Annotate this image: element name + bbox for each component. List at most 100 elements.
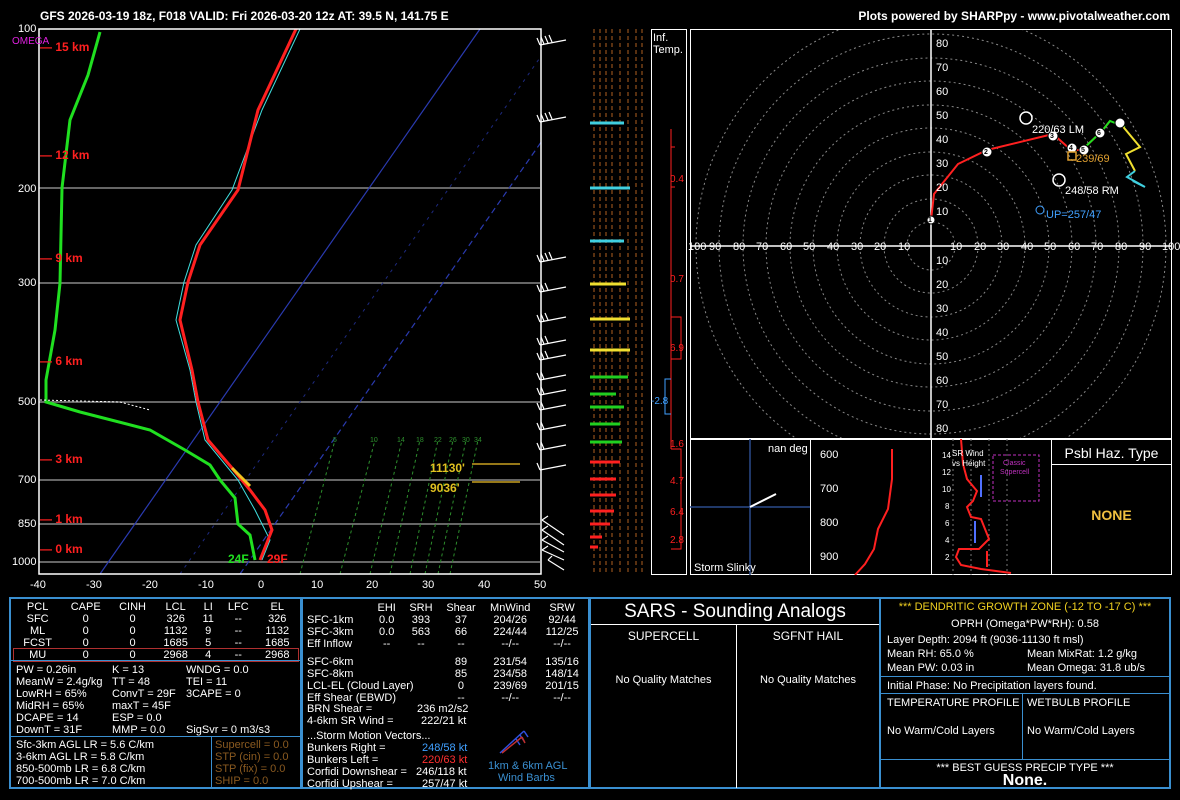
table-row: SFC-8km 85 234/58 148/14: [304, 668, 586, 680]
temp-tick: -40: [30, 579, 46, 591]
barb-caption: Wind Barbs: [498, 772, 555, 784]
mixing-ratio-label: 26: [449, 437, 457, 444]
col-header: PCL: [26, 601, 49, 613]
temp-tick: 0: [258, 579, 265, 591]
cell: 1132: [265, 625, 290, 637]
sars-panel: [589, 597, 881, 789]
temp-profile-title: TEMPERATURE PROFILE: [887, 697, 1020, 709]
cell: 2968: [163, 649, 188, 661]
cell: --: [417, 638, 425, 650]
col-header: EHI: [377, 602, 396, 614]
sars-supercell-title: SUPERCELL: [627, 629, 700, 643]
hodo-ring-label: 60: [936, 86, 949, 98]
index-value: WNDG = 0.0: [186, 664, 249, 676]
hodo-ring-label: 30: [936, 158, 949, 170]
temp-tick: 20: [366, 579, 379, 591]
dgz-top-label: 11130': [430, 461, 465, 475]
temp-profile-value: No Warm/Cold Layers: [887, 725, 995, 737]
hodo-x-label: 100: [688, 241, 707, 253]
col-header: SRH: [409, 602, 433, 614]
index-value: SigSvr = 0 m3/s3: [186, 724, 271, 736]
cell: --: [383, 638, 391, 650]
sars-supercell-value: No Quality Matches: [615, 674, 712, 686]
hodo-x-label: 70: [1091, 241, 1104, 253]
cell: 201/15: [545, 680, 579, 692]
col-header: LI: [203, 601, 213, 613]
lapse-rate: 850-500mb LR = 6.8 C/km: [16, 763, 146, 775]
mixing-ratio-label: 22: [434, 437, 442, 444]
index-value: DownT = 31F: [16, 724, 83, 736]
inferred-title: Temp.: [653, 44, 683, 56]
table-row: SFC-3km 0.0 563 66 224/44 112/25: [304, 626, 586, 638]
cell: --: [234, 637, 242, 649]
barb-caption: 1km & 6km AGL: [488, 760, 568, 772]
index-value: DCAPE = 14: [16, 712, 79, 724]
cell: 1685: [265, 637, 290, 649]
srwind-title: vs Height: [952, 459, 986, 468]
mixing-ratio-label: 30: [462, 437, 470, 444]
cell: 37: [454, 614, 468, 626]
col-header: SRW: [549, 602, 575, 614]
temp-tick: -30: [86, 579, 102, 591]
index-value: LowRH = 65%: [16, 688, 87, 700]
col-header: Shear: [446, 602, 476, 614]
inferred-temp-column: [651, 29, 687, 575]
srwind-tick: 4: [945, 536, 950, 545]
srwind-46-label: 4-6km SR Wind =: [307, 715, 394, 727]
height-label: — 15 km: [40, 40, 90, 54]
dgz-panel: [879, 597, 1171, 789]
motion-value: 220/63 kt: [422, 754, 468, 766]
motion-label: Bunkers Right =: [307, 742, 386, 754]
inferred-value: 2.8: [670, 535, 684, 546]
index-value: TEI = 11: [186, 676, 228, 688]
mixing-ratio-label: 14: [397, 437, 405, 444]
cell: 2968: [265, 649, 290, 661]
motion-label: Bunkers Left =: [307, 754, 379, 766]
cell: 0: [129, 613, 136, 625]
cell: Eff Shear (EBWD): [307, 692, 397, 704]
col-header: CAPE: [70, 601, 101, 613]
temp-tick: -10: [198, 579, 214, 591]
cell: --: [457, 692, 465, 704]
mixing-ratio-label: 10: [370, 437, 378, 444]
hazard-value: NONE: [1091, 507, 1132, 523]
table-row: Eff Shear (EBWD) -- --/-- --/--: [304, 692, 586, 704]
dgz-mean-omega: Mean Omega: 31.8 ub/s: [1027, 662, 1146, 674]
srwind-tick: 6: [945, 519, 950, 528]
inferred-value: 1.6: [670, 439, 684, 450]
hodo-ring-label: 30: [936, 303, 949, 315]
cell: 563: [411, 626, 431, 638]
height-label: — 0 km: [40, 542, 83, 556]
hodo-x-label: 30: [851, 241, 864, 253]
hodo-ring-label: 10: [936, 206, 949, 218]
pressure-tick: 700: [18, 474, 37, 486]
srwind-classic: Supercell: [1000, 469, 1030, 476]
cell: --: [234, 613, 242, 625]
dgz-title: *** DENDRITIC GROWTH ZONE (-12 TO -17 C)…: [898, 601, 1152, 613]
hodo-x-label: 100: [1162, 241, 1180, 253]
cell: 89: [454, 656, 468, 668]
hodo-x-label: 80: [1115, 241, 1128, 253]
table-row: SFC-1km 0.0 393 37 204/26 92/44: [304, 614, 586, 626]
hodo-x-label: 50: [1044, 241, 1057, 253]
hodo-ring-label: 80: [936, 38, 949, 50]
temp-tick: 40: [478, 579, 491, 591]
lapse-rate: 700-500mb LR = 7.0 C/km: [16, 775, 146, 787]
cell: 112/25: [545, 626, 579, 638]
brn-value: 236 m2/s2: [417, 703, 469, 715]
cell: 0.0: [379, 614, 395, 626]
dgz-bottom-label: 9036': [430, 481, 460, 495]
height-label: — 1 km: [40, 512, 83, 526]
hodo-x-label: 60: [1068, 241, 1081, 253]
srwind-tick: 10: [942, 485, 951, 494]
cell: MU: [29, 649, 47, 661]
hodo-x-label: 20: [874, 241, 887, 253]
motion-value: 248/58 kt: [422, 742, 468, 754]
hodograph: [690, 29, 1172, 439]
sars-title: SARS - Sounding Analogs: [624, 601, 846, 622]
cell: 326: [166, 613, 185, 625]
composite-index: Supercell = 0.0: [215, 739, 289, 751]
pressure-tick: 200: [18, 183, 37, 195]
cell: 0: [457, 680, 465, 692]
hodo-marker: 6: [1097, 130, 1101, 137]
